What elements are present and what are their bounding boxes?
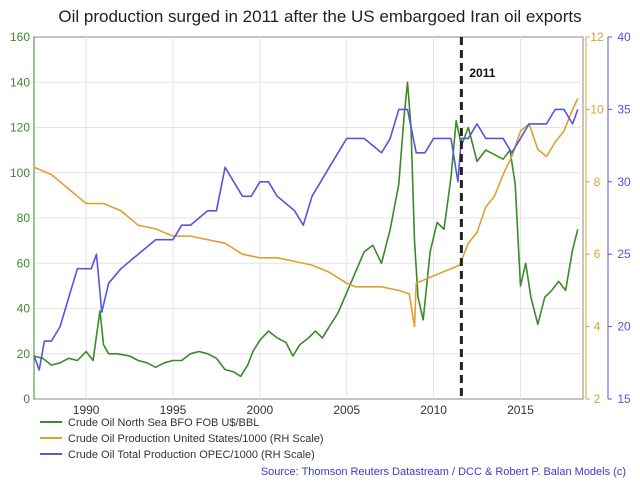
left-tick-label: 40: [17, 302, 31, 316]
legend: Crude Oil North Sea BFO FOB U$/BBL Crude…: [40, 417, 324, 461]
right-axis-us-tick-label: 2: [594, 392, 601, 406]
series-line-2: [33, 108, 579, 371]
x-tick-label: 2010: [420, 403, 447, 417]
left-tick-label: 20: [17, 347, 31, 361]
x-tick-label: 2005: [333, 403, 360, 417]
chart-title: Oil production surged in 2011 after the …: [58, 7, 581, 26]
x-tick-label: 2015: [507, 403, 534, 417]
source-note: Source: Thomson Reuters Datastream / DCC…: [261, 466, 626, 478]
series-line-1: [33, 98, 579, 328]
left-tick-label: 60: [17, 256, 31, 270]
right-axis-opec-tick-label: 35: [617, 102, 631, 116]
right-axis-opec-tick-label: 30: [617, 175, 631, 189]
left-tick-label: 140: [10, 75, 30, 89]
right-axis-opec: 15 20 25 30 35 40: [607, 30, 631, 406]
left-tick-label: 160: [10, 30, 30, 44]
left-tick-label: 100: [10, 166, 30, 180]
legend-label-brent: Crude Oil North Sea BFO FOB U$/BBL: [68, 417, 259, 429]
right-axis-us-tick-label: 8: [594, 175, 601, 189]
right-axis-us-tick-label: 12: [590, 30, 604, 44]
series-layer: [33, 81, 579, 378]
x-axis: 1990 1995 2000 2005 2010 2015: [73, 403, 534, 417]
right-axis-opec-tick-label: 25: [617, 247, 631, 261]
legend-label-us: Crude Oil Production United States/1000 …: [68, 433, 324, 445]
grid: [34, 37, 583, 399]
left-axis: 0 20 40 60 80 100 120 140 160: [10, 30, 35, 406]
marker-2011-label: 2011: [469, 66, 495, 80]
right-axis-us-tick-label: 10: [590, 102, 604, 116]
right-axis-us-tick-label: 4: [594, 320, 601, 334]
legend-label-opec: Crude Oil Total Production OPEC/1000 (RH…: [68, 449, 315, 461]
right-axis-us-tick-label: 6: [594, 247, 601, 261]
series-line-0: [33, 81, 579, 378]
x-tick-label: 1990: [73, 403, 100, 417]
right-axis-opec-tick-label: 20: [617, 320, 631, 334]
x-tick-label: 1995: [160, 403, 187, 417]
right-axis-us: 2 4 6 8 10 12: [585, 30, 604, 406]
left-tick-label: 120: [10, 121, 30, 135]
right-axis-opec-tick-label: 15: [617, 392, 631, 406]
right-axis-opec-tick-label: 40: [617, 30, 631, 44]
left-tick-label: 0: [23, 392, 30, 406]
left-tick-label: 80: [17, 211, 31, 225]
annotation-layer: 2011: [459, 37, 496, 399]
x-tick-label: 2000: [247, 403, 274, 417]
